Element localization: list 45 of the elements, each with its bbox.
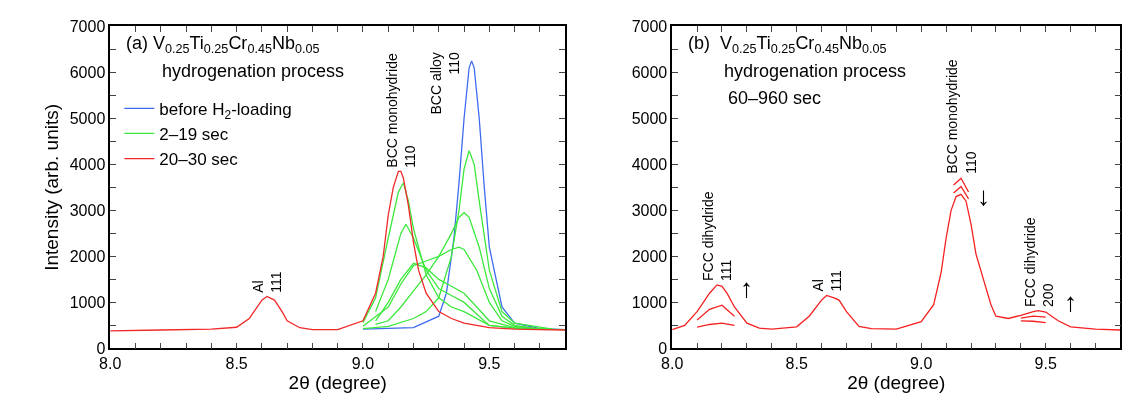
annotation: FCC dihydride 111 <box>700 191 735 281</box>
x-axis-title: 2θ (degree) <box>288 372 387 394</box>
y-tick-label: 0 <box>658 340 668 357</box>
annotation: (a) V$_{0.25}$Ti$_{0.25}$Cr$_{0.45}$Nb$_{0.05}$ <box>126 33 320 56</box>
annotation: Al 111 <box>250 271 285 293</box>
x-tick-label: 8.5 <box>785 355 808 373</box>
y-tick-label: 1000 <box>69 294 106 311</box>
y-tick-label: 1000 <box>631 294 668 311</box>
annotation: (b) V$_{0.25}$Ti$_{0.25}$Cr$_{0.45}$Nb$_{0.05}$ <box>688 33 887 56</box>
y-tick-label: 2000 <box>69 248 106 265</box>
annotation: ↓ <box>977 181 990 211</box>
annotation: BCC monohydride 110 <box>944 59 979 174</box>
x-tick-label: 8.5 <box>225 355 248 373</box>
annotation: hydrogenation process <box>162 61 345 81</box>
x-tick-label: 9.5 <box>478 355 501 373</box>
y-tick-label: 7000 <box>69 18 106 35</box>
annotation: BCC monohydride 110 <box>384 53 419 168</box>
annotation: ↑ <box>740 273 753 303</box>
x-tick-label: 8.0 <box>99 355 122 373</box>
annotation: BCC alloy 110 <box>427 52 462 115</box>
annotation: hydrogenation process <box>724 61 907 81</box>
y-tick-label: 4000 <box>631 156 668 173</box>
x-axis-title: 2θ (degree) <box>847 372 946 394</box>
annotation: Al 111 <box>809 270 844 292</box>
x-tick-label: 9.0 <box>351 355 375 373</box>
x-tick-label: 9.0 <box>910 355 933 373</box>
legend-label: 2–19 sec <box>159 125 229 145</box>
annotation: ↑ <box>1064 287 1077 317</box>
y-tick-label: 0 <box>96 340 106 357</box>
legend-label: 20–30 sec <box>159 150 239 170</box>
y-tick-label: 7000 <box>631 18 668 35</box>
y-axis-title: Intensity (arb. units) <box>41 103 63 271</box>
y-tick-label: 4000 <box>69 156 106 173</box>
annotation: 60–960 sec <box>728 88 822 108</box>
x-tick-label: 9.5 <box>1034 355 1057 373</box>
y-tick-label: 3000 <box>69 202 106 219</box>
x-tick-label: 8.0 <box>661 355 684 373</box>
y-tick-label: 5000 <box>631 110 668 127</box>
y-tick-label: 6000 <box>69 64 106 81</box>
y-tick-label: 6000 <box>631 64 668 81</box>
annotation: FCC dihydride 200 <box>1021 217 1056 307</box>
y-tick-label: 2000 <box>631 248 668 265</box>
legend-label: before H$_{2}$-loading <box>159 99 292 122</box>
y-tick-label: 3000 <box>631 202 668 219</box>
y-tick-label: 5000 <box>69 110 106 127</box>
